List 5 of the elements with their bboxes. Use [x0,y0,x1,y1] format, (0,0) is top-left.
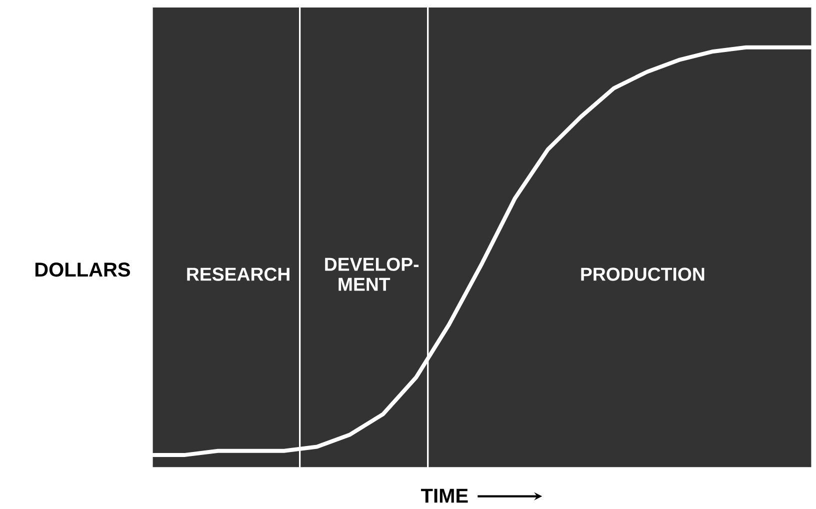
annotation: DEVELOP-MENT [325,258,419,291]
x-axis-title: TIME [421,488,468,503]
annotation: RESEARCH [187,268,290,281]
y-axis-title: DOLLARS [35,262,130,277]
annotation: PRODUCTION [581,268,704,281]
